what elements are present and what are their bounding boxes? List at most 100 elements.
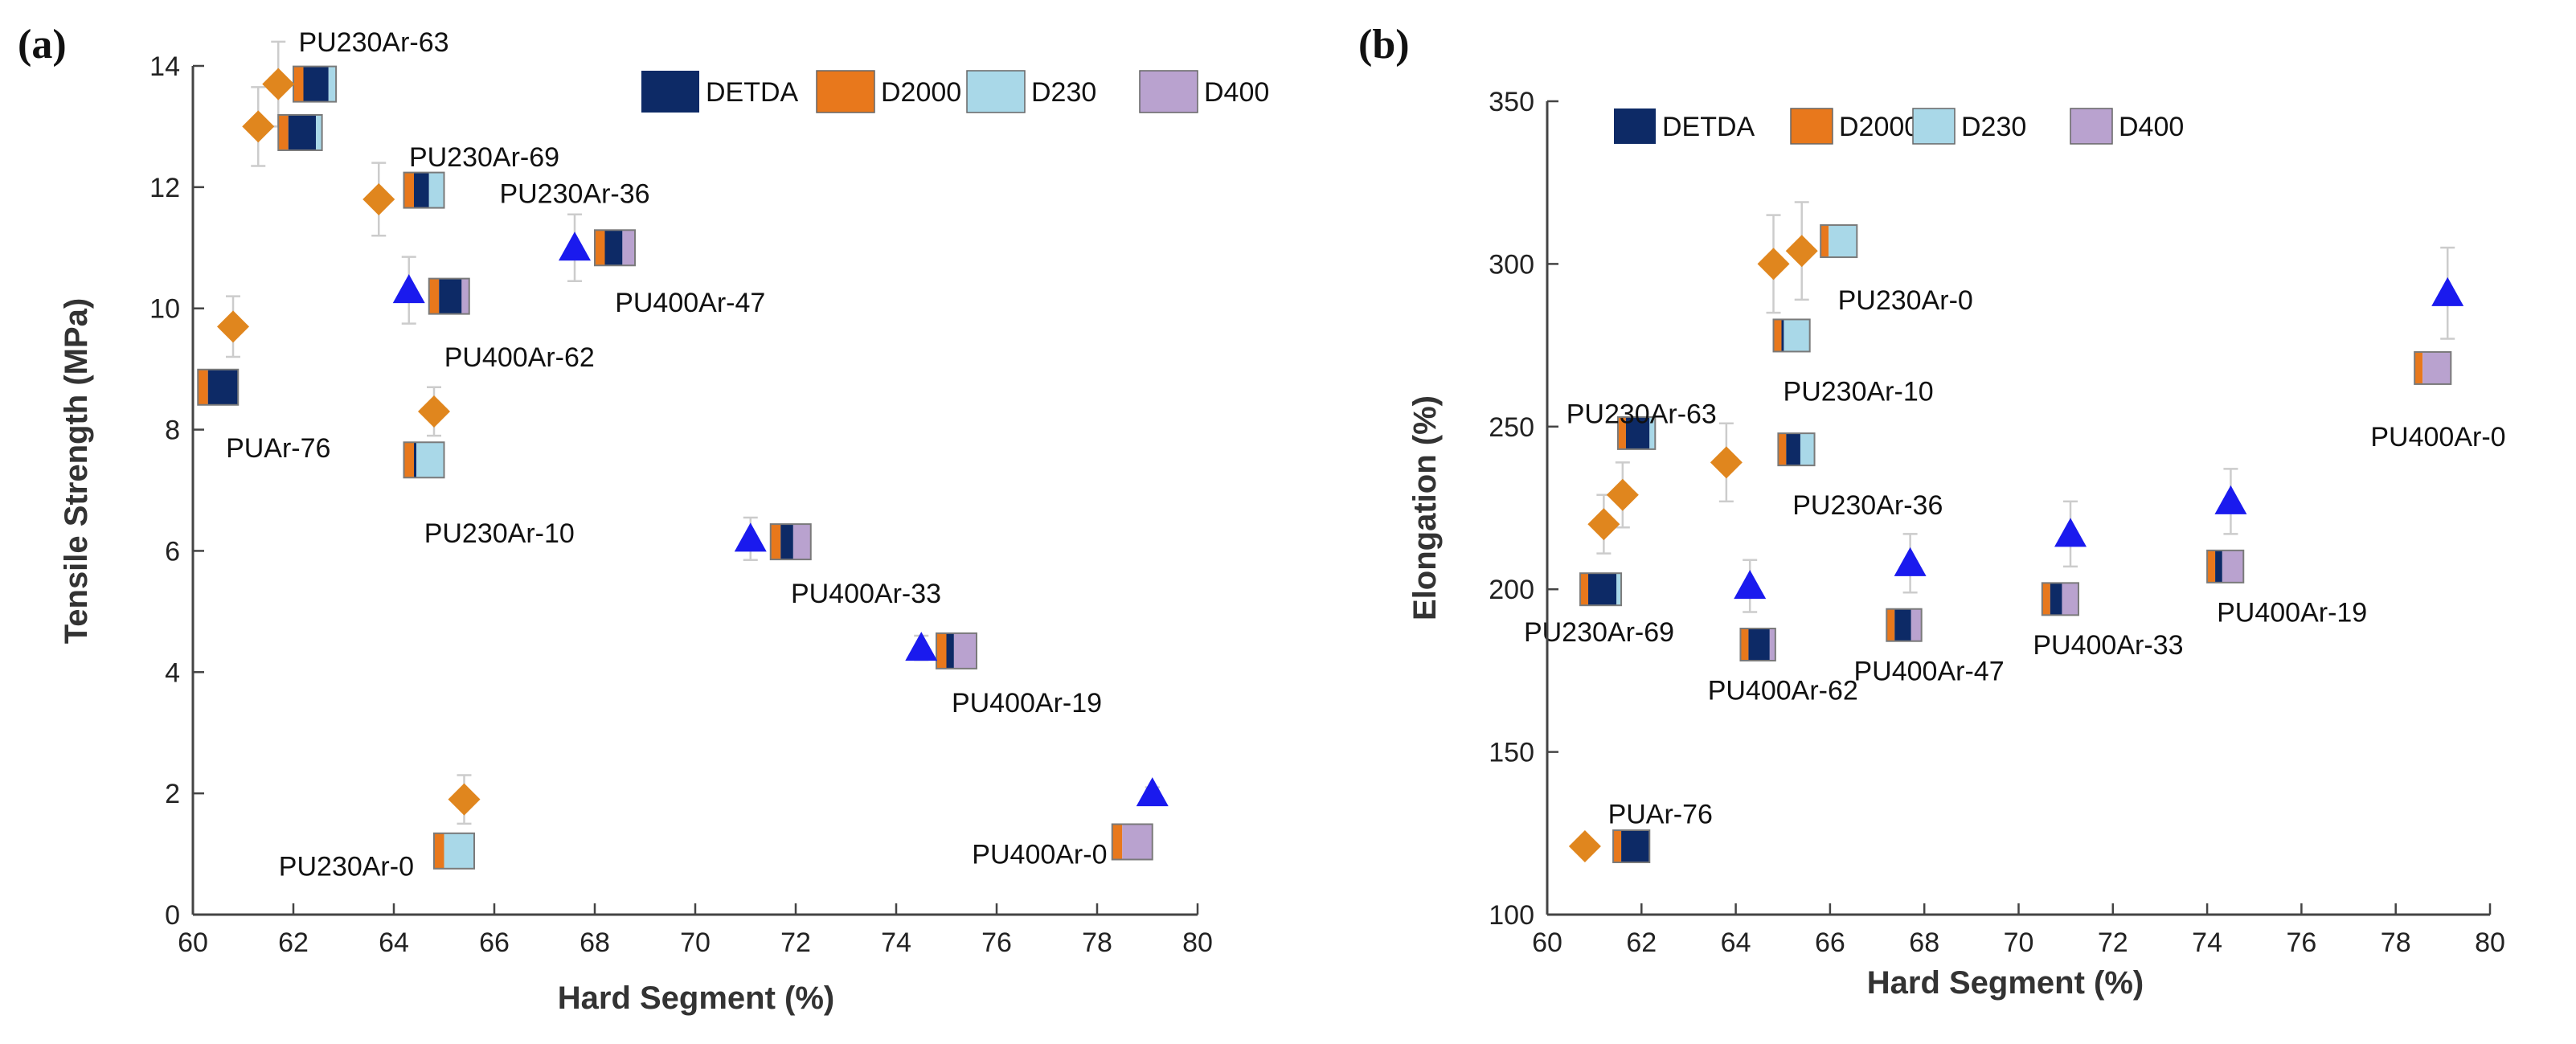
panel-b-x-tick-label: 66 xyxy=(1815,927,1845,958)
panel-a-x-tick-label: 64 xyxy=(379,927,409,958)
panel-b-errorbars xyxy=(1596,201,2455,613)
bar-segment-d230 xyxy=(328,66,337,102)
bar-segment-d2000 xyxy=(595,230,605,266)
bar-segment-detda xyxy=(1621,829,1650,862)
diamond-marker xyxy=(262,68,295,100)
composition-bar xyxy=(403,171,445,209)
diamond-marker xyxy=(1606,478,1639,511)
panel-a-label: (a) xyxy=(18,22,67,68)
diamond-marker xyxy=(448,783,481,816)
sample-label: PU230Ar-63 xyxy=(298,27,448,58)
sample-label: PU230Ar-10 xyxy=(424,518,575,549)
bar-outline xyxy=(1739,628,1776,662)
sample-label: PU400Ar-47 xyxy=(1854,656,2005,686)
panel-a-y-tick-label: 0 xyxy=(165,900,180,931)
panel-a-x-axis-title: Hard Segment (%) xyxy=(558,981,835,1016)
bar-outline xyxy=(403,441,445,479)
sample-label: PU400Ar-0 xyxy=(2370,422,2505,452)
panel-a-y-tick-label: 8 xyxy=(165,416,180,446)
panel-a-x-tick-label: 70 xyxy=(680,927,711,958)
triangle-marker xyxy=(2214,485,2247,514)
sample-label: PU230Ar-0 xyxy=(279,852,414,882)
sample-label: PU400Ar-62 xyxy=(1708,676,1858,706)
sample-label: PU400Ar-19 xyxy=(952,688,1102,719)
composition-bar xyxy=(293,65,338,103)
sample-label: PUAr-76 xyxy=(226,433,330,464)
bar-segment-d230 xyxy=(1800,433,1815,466)
diamond-marker xyxy=(1710,446,1743,479)
triangle-marker xyxy=(1894,547,1927,576)
bar-segment-detda xyxy=(604,230,623,266)
bar-segment-detda xyxy=(2215,550,2222,583)
bar-outline xyxy=(1616,416,1657,450)
composition-bar xyxy=(2041,582,2079,616)
panel-a-x-tick-label: 80 xyxy=(1182,927,1213,958)
sample-label: PU230Ar-0 xyxy=(1838,285,1973,316)
legend-swatch-d400 xyxy=(2070,108,2113,145)
composition-bar xyxy=(1739,628,1776,662)
composition-bar xyxy=(1886,608,1923,642)
bar-outline xyxy=(403,171,445,209)
bar-segment-d2000 xyxy=(2207,550,2216,583)
bar-segment-detda xyxy=(414,442,417,478)
panel-b-x-tick-label: 62 xyxy=(1626,927,1657,958)
bar-segment-d230 xyxy=(1829,225,1857,258)
composition-bar xyxy=(1777,432,1816,467)
bar-outline xyxy=(1777,432,1816,467)
diamond-marker xyxy=(1785,235,1818,268)
bar-segment-detda xyxy=(1748,628,1770,661)
sample-label: PU230Ar-69 xyxy=(409,142,559,173)
bar-segment-d2000 xyxy=(1820,225,1829,258)
bar-segment-d2000 xyxy=(278,114,289,150)
panel-a-y-tick-label: 14 xyxy=(149,51,180,82)
legend-label: D400 xyxy=(1204,77,1269,108)
sample-label: PU230Ar-63 xyxy=(1566,399,1717,430)
diamond-marker xyxy=(242,110,275,143)
bar-segment-d230 xyxy=(1784,319,1810,352)
panel-a-annotations: PU230Ar-63 PU230Ar-69 PU230Ar-36 PU400Ar-47… xyxy=(197,27,1153,882)
panel-a-y-tick-label: 6 xyxy=(165,536,180,567)
bar-segment-d400 xyxy=(953,633,977,669)
bar-segment-d2000 xyxy=(434,833,444,869)
triangle-marker xyxy=(2431,276,2464,306)
legend-label: D230 xyxy=(1031,77,1096,108)
bar-outline xyxy=(1772,318,1811,353)
bar-segment-detda xyxy=(2050,583,2062,616)
panel-a-x-tick-label: 72 xyxy=(780,927,811,958)
panel-b-annotations: PUAr-76 PU230Ar-0 PU230Ar-10 PU230Ar-63 PU23… xyxy=(1524,224,2506,863)
bar-segment-d2000 xyxy=(770,524,781,560)
bar-segment-d400 xyxy=(622,230,635,266)
panel-a-markers xyxy=(217,68,1169,816)
bar-segment-detda xyxy=(1786,433,1800,466)
bar-segment-d2000 xyxy=(1886,608,1895,641)
bar-segment-d2000 xyxy=(198,369,208,405)
bar-segment-d400 xyxy=(2222,550,2244,583)
bar-segment-detda xyxy=(439,278,462,314)
legend-label: D2000 xyxy=(881,77,961,108)
panel-b-y-tick-label: 100 xyxy=(1489,900,1534,931)
legend-swatch-detda xyxy=(641,71,699,113)
bar-segment-detda xyxy=(946,633,954,669)
composition-bar xyxy=(936,632,977,669)
bar-segment-d2000 xyxy=(1613,829,1622,862)
sample-label: PU400Ar-33 xyxy=(791,579,941,609)
panel-b: (b) PUAr-76 PU230Ar-0 PU230Ar-10 PU230Ar-63… xyxy=(1358,22,2506,1001)
triangle-marker xyxy=(559,231,591,261)
bar-outline xyxy=(197,368,240,406)
bar-segment-d2000 xyxy=(1112,824,1123,860)
bar-outline xyxy=(428,277,470,315)
legend-label: DETDA xyxy=(1662,112,1755,142)
bar-outline xyxy=(2414,350,2452,385)
panel-b-x-axis-title: Hard Segment (%) xyxy=(1867,965,2144,1001)
legend-swatch-d2000 xyxy=(816,70,875,113)
bar-outline xyxy=(1579,572,1623,607)
sample-label: PU230Ar-36 xyxy=(1792,490,1943,521)
legend-label: D2000 xyxy=(1839,112,1919,142)
legend-swatch-detda xyxy=(1614,108,1656,144)
bar-outline xyxy=(1886,608,1923,642)
composition-bar xyxy=(277,113,323,151)
composition-bar xyxy=(1612,829,1651,863)
bar-segment-d2000 xyxy=(293,66,304,102)
